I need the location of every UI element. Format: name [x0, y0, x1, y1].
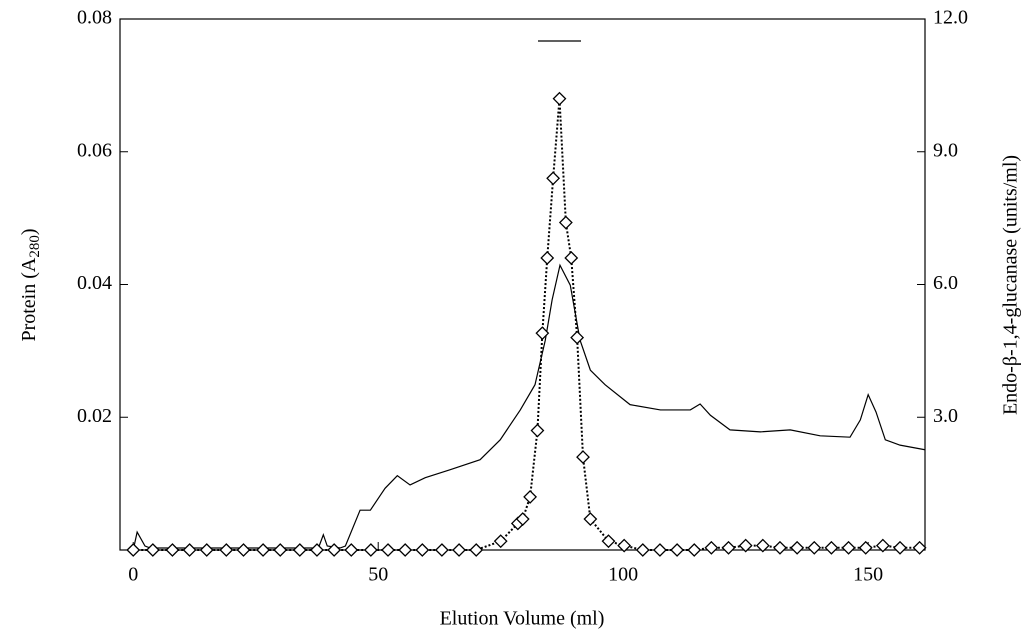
data-point: [893, 540, 907, 555]
data-point: [687, 543, 702, 557]
data-point: [617, 538, 632, 553]
data-point: [344, 543, 359, 557]
data-point: [434, 543, 449, 557]
data-point: [126, 543, 141, 557]
data-point: [381, 543, 395, 557]
y-tick-label: 0.06: [77, 139, 112, 161]
data-point: [653, 543, 667, 557]
data-point: [790, 540, 805, 555]
data-point: [552, 91, 567, 106]
data-point: [601, 534, 616, 549]
series-line: [133, 98, 920, 551]
data-point: [182, 543, 197, 557]
data-point: [292, 543, 307, 557]
x-tick-label: 50: [368, 564, 388, 586]
data-point: [310, 543, 324, 557]
data-point: [546, 171, 561, 186]
data-point: [273, 543, 288, 557]
x-tick-label: 150: [853, 564, 883, 586]
data-point: [807, 540, 822, 555]
y-axis-label-part: Protein (A: [18, 257, 40, 341]
y2-tick-label: 3.0: [933, 405, 958, 427]
x-tick-label: 100: [608, 564, 638, 586]
data-point: [558, 215, 573, 230]
y-axis-label-sub: 280: [27, 235, 43, 258]
y2-tick-label: 6.0: [933, 272, 958, 294]
data-point: [145, 543, 160, 557]
data-point: [469, 543, 484, 557]
data-point: [704, 540, 719, 555]
data-point: [670, 543, 685, 557]
data-point: [738, 538, 753, 553]
data-point: [493, 534, 508, 549]
data-point: [219, 543, 234, 557]
data-point: [327, 543, 342, 557]
data-point: [530, 423, 545, 438]
plot-frame: [119, 18, 926, 551]
data-point: [256, 543, 270, 557]
x-axis-label: Elution Volume (ml): [440, 608, 605, 630]
data-point: [858, 540, 873, 555]
data-point: [755, 538, 770, 553]
y-axis-label: Protein (A280): [18, 228, 44, 341]
data-point: [363, 543, 378, 557]
data-point: [540, 251, 555, 265]
y-axis-label-part: ): [18, 228, 40, 235]
data-point: [415, 543, 430, 557]
y2-tick-label: 9.0: [933, 139, 958, 161]
data-point: [635, 543, 650, 557]
data-point: [576, 450, 590, 464]
y2-tick-label: 12.0: [933, 7, 968, 29]
data-point: [236, 543, 251, 557]
y2-axis-label: Endo-β-1,4-glucanase (units/ml): [1000, 155, 1022, 415]
data-point: [523, 489, 538, 504]
data-point: [570, 330, 585, 345]
data-point: [875, 538, 890, 553]
series-line: [132, 263, 926, 551]
y-tick-label: 0.04: [77, 272, 112, 294]
data-point: [398, 543, 413, 557]
data-point: [721, 540, 736, 555]
data-point: [515, 512, 530, 526]
data-point: [824, 540, 839, 555]
y-tick-label: 0.02: [77, 405, 112, 427]
data-point: [199, 543, 214, 557]
y-tick-label: 0.08: [77, 7, 112, 29]
data-point: [773, 540, 787, 555]
data-point: [535, 326, 550, 341]
data-point: [912, 540, 927, 555]
data-point: [583, 512, 598, 526]
data-point: [564, 251, 579, 265]
data-point: [841, 540, 856, 555]
x-tick-label: 0: [128, 564, 138, 586]
data-point: [165, 543, 180, 557]
data-point: [452, 543, 466, 557]
